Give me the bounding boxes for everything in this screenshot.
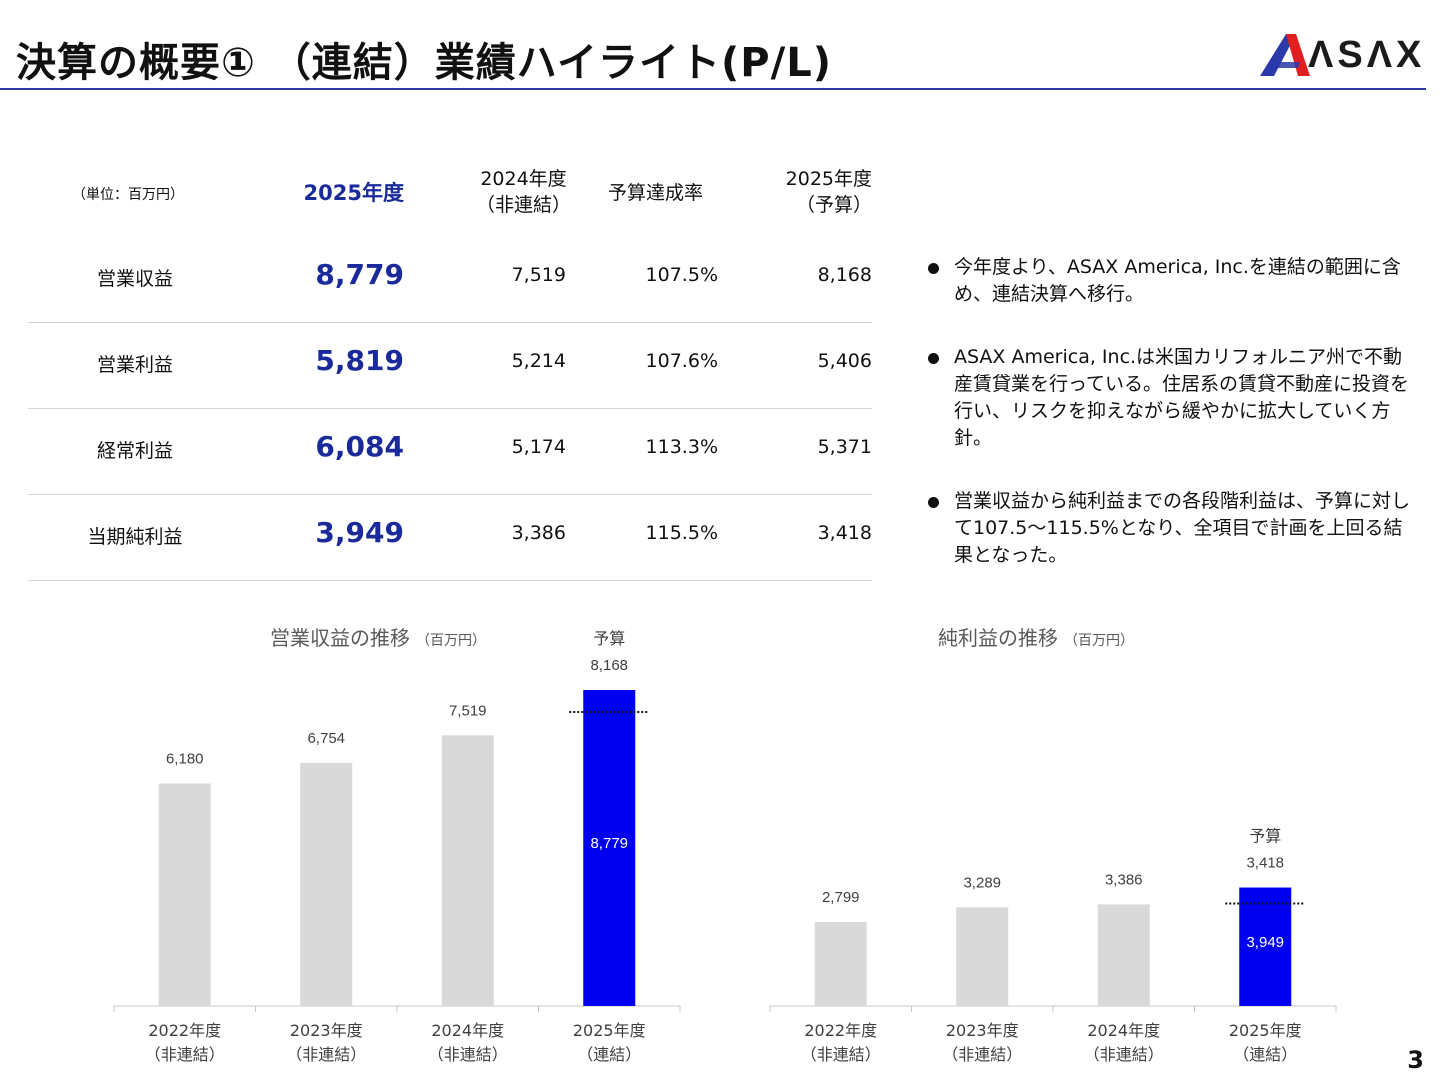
- table-row: 経常利益 6,084 5,174 113.3% 5,371: [28, 408, 872, 495]
- rate-value: 113.3%: [645, 436, 718, 458]
- bar: [583, 690, 636, 1006]
- x-tick-label: （非連結）: [801, 1045, 881, 1064]
- bullet-icon: [928, 263, 939, 274]
- x-tick-label: （非連結）: [942, 1045, 1022, 1064]
- chart-title-text: 営業収益の推移: [270, 626, 410, 650]
- chart-title-text: 純利益の推移: [938, 626, 1058, 650]
- net-income-chart-title: 純利益の推移 （百万円）: [938, 622, 1134, 651]
- bar: [814, 922, 867, 1006]
- x-tick-label: 2022年度: [148, 1021, 221, 1040]
- bar: [441, 735, 494, 1006]
- budget-value-label: 8,168: [590, 657, 628, 674]
- revenue-chart-title: 営業収益の推移 （百万円）: [270, 622, 486, 651]
- bar-value-label: 6,180: [166, 751, 204, 768]
- x-tick-label: （非連結）: [428, 1045, 508, 1064]
- x-tick-label: 2025年度: [573, 1021, 646, 1040]
- note-text: 営業収益から純利益までの各段階利益は、予算に対して107.5～115.5%となり…: [954, 490, 1411, 566]
- col-header-previous: 2024年度 （非連結）: [476, 168, 572, 216]
- table-row: 営業収益 8,779 7,519 107.5% 8,168: [28, 236, 872, 323]
- note-text: 今年度より、ASAX America, Inc.を連結の範囲に含め、連結決算へ移…: [954, 256, 1401, 305]
- previous-value: 5,214: [511, 350, 566, 372]
- x-tick-label: 2025年度: [1229, 1021, 1302, 1040]
- row-label: 経常利益: [96, 440, 173, 462]
- unit-label: （単位：百万円）: [72, 187, 184, 203]
- note-text: ASAX America, Inc.は米国カリフォルニア州で不動産賃貸業を行って…: [954, 346, 1410, 449]
- rate-value: 107.6%: [645, 350, 718, 372]
- bar-value-label: 3,386: [1105, 871, 1143, 888]
- bar-value-label: 3,289: [963, 874, 1001, 891]
- bar: [1239, 887, 1292, 1006]
- current-value: 3,949: [315, 516, 404, 549]
- current-value: 8,779: [315, 258, 404, 291]
- x-tick-label: （非連結）: [286, 1045, 366, 1064]
- col-header-budget: 2025年度 （予算）: [785, 168, 872, 216]
- note-item: ASAX America, Inc.は米国カリフォルニア州で不動産賃貸業を行って…: [924, 344, 1414, 452]
- bar: [1097, 904, 1150, 1006]
- col-header-rate: 予算達成率: [608, 182, 704, 204]
- bar-value-label: 3,949: [1246, 934, 1284, 951]
- row-label: 営業収益: [96, 268, 173, 290]
- note-item: 今年度より、ASAX America, Inc.を連結の範囲に含め、連結決算へ移…: [924, 254, 1414, 308]
- budget-label: 予算: [1249, 827, 1281, 846]
- rate-value: 115.5%: [645, 522, 718, 544]
- x-tick-label: 2023年度: [946, 1021, 1019, 1040]
- bullet-icon: [928, 497, 939, 508]
- x-tick-label: 2024年度: [1087, 1021, 1160, 1040]
- x-tick-label: 2022年度: [804, 1021, 877, 1040]
- chart-unit: （百万円）: [416, 633, 486, 649]
- bar-value-label: 6,754: [307, 730, 345, 747]
- page-number: 3: [1407, 1046, 1424, 1074]
- summary-notes: 今年度より、ASAX America, Inc.を連結の範囲に含め、連結決算へ移…: [924, 254, 1414, 605]
- asax-logo-mark-icon: [1260, 34, 1310, 76]
- table-row: 当期純利益 3,949 3,386 115.5% 3,418: [28, 494, 872, 581]
- current-value: 5,819: [315, 344, 404, 377]
- logo-text: ΛSΛX: [1308, 34, 1426, 76]
- col-header-current: 2025年度: [303, 181, 404, 205]
- row-label: 営業利益: [96, 354, 173, 376]
- x-tick-label: （非連結）: [1084, 1045, 1164, 1064]
- x-tick-label: （連結）: [577, 1045, 641, 1064]
- bar: [956, 907, 1009, 1006]
- budget-value: 5,371: [817, 436, 872, 458]
- x-tick-label: （非連結）: [145, 1045, 225, 1064]
- title-rule: [0, 88, 1426, 90]
- page-title: 決算の概要① （連結）業績ハイライト(P/L): [16, 40, 832, 86]
- previous-value: 3,386: [511, 522, 566, 544]
- table-row: 営業利益 5,819 5,214 107.6% 5,406: [28, 322, 872, 409]
- x-tick-label: （連結）: [1233, 1045, 1297, 1064]
- asax-logo: ΛSΛX: [1256, 30, 1426, 80]
- note-item: 営業収益から純利益までの各段階利益は、予算に対して107.5～115.5%となり…: [924, 488, 1414, 569]
- current-value: 6,084: [315, 430, 404, 463]
- rate-value: 107.5%: [645, 264, 718, 286]
- bar: [158, 783, 211, 1006]
- x-tick-label: 2023年度: [290, 1021, 363, 1040]
- budget-value: 3,418: [817, 522, 872, 544]
- bullet-icon: [928, 353, 939, 364]
- bar-value-label: 8,779: [590, 835, 628, 852]
- previous-value: 7,519: [511, 264, 566, 286]
- bar: [300, 762, 353, 1006]
- bar-value-label: 2,799: [822, 889, 860, 906]
- x-tick-label: 2024年度: [431, 1021, 504, 1040]
- row-label: 当期純利益: [87, 526, 183, 548]
- budget-value-label: 3,418: [1246, 855, 1284, 872]
- chart-unit: （百万円）: [1064, 633, 1134, 649]
- bar-value-label: 7,519: [449, 702, 487, 719]
- budget-label: 予算: [593, 629, 625, 648]
- previous-value: 5,174: [511, 436, 566, 458]
- budget-value: 5,406: [817, 350, 872, 372]
- budget-value: 8,168: [817, 264, 872, 286]
